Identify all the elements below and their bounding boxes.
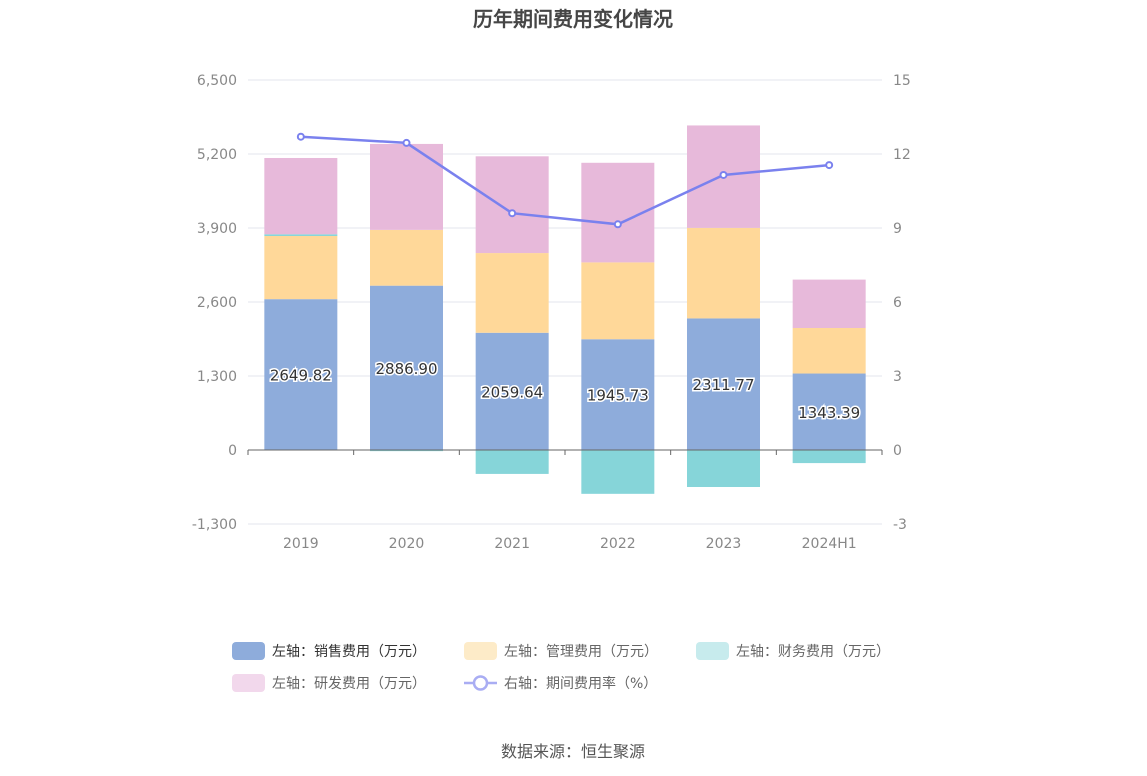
rate-point (613, 220, 622, 229)
legend[interactable]: 左轴：销售费用（万元） 左轴：管理费用（万元） 左轴：财务费用（万元） 左轴：研发费用… (232, 642, 890, 692)
right-tick-label: 15 (893, 73, 911, 89)
rate-point (825, 161, 834, 170)
category-label: 2022 (600, 536, 636, 552)
left-tick-label: -1,300 (192, 517, 237, 533)
right-axis: -3 0 3 6 9 12 15 (893, 73, 911, 533)
bar-series (264, 125, 866, 494)
right-tick-label: -3 (893, 517, 907, 533)
left-tick-label: 6,500 (197, 73, 237, 89)
bar-value-label: 1343.39 (798, 404, 860, 422)
bar-finance (370, 450, 443, 452)
legend-label: 左轴：财务费用（万元） (736, 644, 890, 660)
bar-admin (370, 229, 443, 286)
bar-finance (792, 450, 866, 464)
chart-title: 历年期间费用变化情况 (473, 7, 673, 31)
bar-admin (264, 235, 338, 300)
left-tick-label: 0 (228, 443, 237, 459)
rate-line (300, 135, 830, 226)
rate-point (402, 138, 411, 147)
right-tick-label: 3 (893, 369, 902, 385)
legend-label: 左轴：销售费用（万元） (272, 644, 426, 660)
bar-sales (370, 285, 443, 450)
right-tick-label: 9 (893, 221, 902, 237)
bar-admin (475, 253, 549, 333)
bar-rnd (370, 143, 443, 230)
legend-label: 左轴：管理费用（万元） (504, 644, 658, 660)
legend-item[interactable]: 左轴：管理费用（万元） (464, 642, 658, 660)
bar-value-label: 2059.64 (481, 383, 543, 401)
right-tick-label: 6 (893, 295, 902, 311)
bar-value-label: 2886.90 (375, 360, 437, 378)
bar-admin (687, 227, 760, 319)
bar-finance (581, 450, 655, 494)
legend-circle-icon (472, 675, 489, 691)
category-labels: 2019 2020 2021 2022 2023 2024H1 (283, 536, 857, 552)
bar-sales (581, 339, 655, 450)
rate-point (719, 170, 728, 179)
bar-sales (475, 332, 549, 450)
bar-rnd (792, 279, 866, 328)
bar-value-label: 1945.73 (587, 387, 649, 405)
legend-swatch (464, 642, 497, 660)
bar-value-label: 2311.77 (692, 376, 754, 394)
bar-rnd (475, 156, 549, 254)
grid-lines (248, 79, 882, 525)
bar-finance (264, 234, 338, 236)
legend-item[interactable]: 左轴：研发费用（万元） (232, 674, 426, 692)
bar-admin (792, 327, 866, 374)
category-label: 2021 (494, 536, 530, 552)
category-label: 2023 (706, 536, 742, 552)
left-tick-label: 2,600 (197, 295, 237, 311)
bar-value-label: 2649.82 (270, 367, 332, 385)
bar-admin (581, 262, 655, 340)
bar-rnd (264, 157, 338, 235)
category-label: 2019 (283, 536, 319, 552)
left-tick-label: 1,300 (197, 369, 237, 385)
rate-line-series (296, 132, 834, 229)
left-axis: -1,300 0 1,300 2,600 3,900 5,200 6,500 (192, 73, 237, 533)
data-source: 数据来源：恒生聚源 (501, 742, 645, 761)
legend-item[interactable]: 右轴：期间费用率（%） (464, 675, 657, 692)
category-label: 2020 (389, 536, 425, 552)
bar-sales (264, 299, 338, 450)
x-axis (247, 449, 883, 455)
right-tick-label: 0 (893, 443, 902, 459)
right-tick-label: 12 (893, 147, 911, 163)
left-tick-label: 5,200 (197, 147, 237, 163)
legend-item[interactable]: 左轴：销售费用（万元） (232, 642, 426, 660)
rate-point (296, 132, 305, 141)
rate-point (508, 209, 517, 218)
left-tick-label: 3,900 (197, 221, 237, 237)
legend-item[interactable]: 左轴：财务费用（万元） (696, 642, 890, 660)
legend-swatch (696, 642, 729, 660)
legend-swatch (232, 642, 265, 660)
legend-label: 右轴：期间费用率（%） (504, 675, 657, 692)
legend-swatch (232, 674, 265, 692)
legend-label: 左轴：研发费用（万元） (272, 676, 426, 692)
category-label: 2024H1 (802, 536, 857, 552)
bar-finance (475, 450, 549, 474)
bar-sales (792, 373, 866, 450)
bar-labels: 2649.82 2886.90 2059.64 1945.73 2311.77 1343.… (268, 358, 861, 423)
bar-finance (687, 450, 760, 487)
bar-sales (687, 318, 760, 450)
